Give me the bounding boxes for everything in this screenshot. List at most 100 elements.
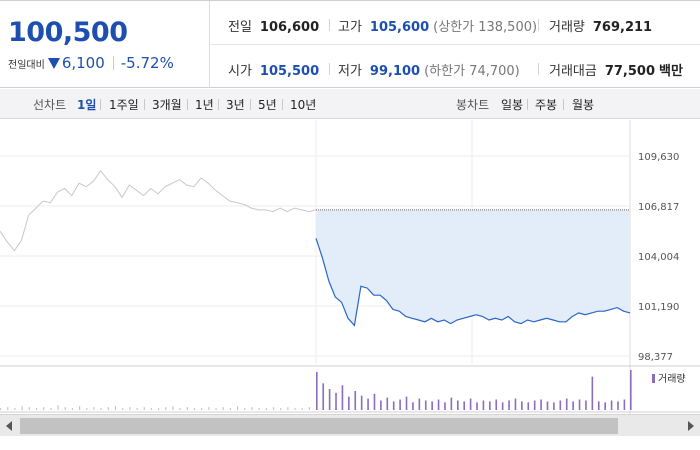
- volume-bar-prev: [265, 408, 267, 410]
- volume-bar-prev: [165, 407, 167, 410]
- tab-1d[interactable]: 1일: [77, 98, 97, 112]
- low: 저가 99,100 (하한가 74,700): [338, 60, 520, 79]
- volume-bar-prev: [43, 407, 45, 410]
- volume-bar-prev: [50, 408, 52, 410]
- volume-bar-today: [540, 399, 542, 410]
- volume-bar-today: [597, 401, 600, 410]
- divider: [329, 19, 330, 31]
- volume-bar-prev: [122, 408, 124, 410]
- divider: [218, 99, 219, 110]
- upper-limit: (상한가 138,500): [433, 20, 538, 35]
- volume-bar-today: [316, 371, 318, 410]
- divider: [563, 99, 564, 110]
- volume-bar-today: [469, 398, 472, 410]
- volume-bar-prev: [150, 408, 153, 410]
- candle-chart-title: 봉차트: [456, 98, 490, 112]
- volume-bar-today: [521, 401, 523, 410]
- divider: [250, 99, 251, 110]
- tab-3m[interactable]: 3개월: [152, 98, 182, 112]
- tab-10y[interactable]: 10년: [290, 98, 317, 112]
- volume-bar-today: [533, 400, 536, 410]
- volume-bar-today: [399, 399, 401, 410]
- tab-monthly-candle[interactable]: 월봉: [572, 98, 595, 112]
- prev-close-value: 106,600: [259, 20, 320, 35]
- volume-bar-today: [489, 401, 491, 410]
- volume-bar-today: [630, 370, 632, 410]
- volume-bar-today: [335, 392, 337, 410]
- volume-bar-today: [367, 398, 369, 410]
- tab-1y[interactable]: 1년: [195, 98, 214, 112]
- scroll-left-arrow-icon[interactable]: [6, 421, 12, 431]
- prev-close-label: 전일: [228, 20, 252, 35]
- change-row: 전일대비 6,100 -5.72%: [8, 54, 174, 72]
- trade-amount-value: 77,500: [604, 64, 656, 79]
- high-value: 105,600: [369, 20, 430, 35]
- divider: [329, 63, 330, 75]
- volume-bar-today: [412, 402, 414, 410]
- volume-bar-today: [604, 402, 606, 410]
- volume-bar-prev: [0, 408, 2, 410]
- volume-bar-prev: [301, 408, 303, 410]
- volume-bar-prev: [35, 408, 38, 410]
- volume-bar-prev: [229, 408, 232, 410]
- tab-5y[interactable]: 5년: [258, 98, 277, 112]
- scroll-thumb[interactable]: [20, 418, 618, 434]
- volume-bar-today: [572, 401, 574, 410]
- chart-scrollbar[interactable]: [0, 414, 700, 436]
- volume-bar-prev: [222, 407, 224, 410]
- tab-daily-candle[interactable]: 일봉: [501, 98, 524, 112]
- volume-bar-prev: [172, 406, 174, 410]
- volume-bar-prev: [143, 407, 145, 410]
- volume-bar-prev: [158, 408, 160, 410]
- series-today-line: [315, 238, 631, 327]
- volume-bar-prev: [287, 407, 289, 410]
- volume-bar-prev: [208, 407, 210, 410]
- divider: [282, 99, 283, 110]
- volume-legend-label: 거래량: [658, 373, 686, 385]
- volume-bar-today: [405, 396, 408, 410]
- volume-bar-today: [328, 389, 331, 410]
- divider: [538, 19, 539, 31]
- tab-1w[interactable]: 1주일: [109, 98, 139, 112]
- volume-bar-today: [610, 400, 613, 410]
- volume-bar-prev: [79, 406, 81, 410]
- divider: [187, 99, 188, 110]
- lower-limit: (하한가 74,700): [424, 64, 520, 79]
- prev-close: 전일 106,600: [228, 16, 319, 35]
- change-value: 6,100: [61, 54, 105, 72]
- volume-bar-today: [418, 398, 421, 410]
- volume-bar-prev: [251, 407, 253, 410]
- y-tick-label: 98,377: [638, 352, 673, 363]
- tab-3y[interactable]: 3년: [226, 98, 245, 112]
- line-chart-title: 선차트: [33, 98, 67, 112]
- volume-bar-prev: [193, 408, 196, 410]
- volume-bar-today: [565, 398, 568, 410]
- volume-bar-prev: [294, 408, 296, 410]
- volume-value: 769,211: [592, 20, 653, 35]
- volume-bar-prev: [258, 408, 260, 410]
- volume-bar-today: [360, 395, 363, 410]
- series-prev-day-line: [0, 169, 317, 252]
- trade-amount-unit: 백만: [659, 64, 683, 79]
- volume-bar-today: [482, 400, 485, 410]
- divider: [527, 99, 528, 110]
- scroll-right-arrow-icon[interactable]: [688, 421, 694, 431]
- volume-bar-today: [437, 399, 440, 410]
- current-price: 100,500: [8, 17, 128, 48]
- volume-bar-prev: [64, 407, 66, 410]
- volume-bar-today: [585, 400, 587, 410]
- volume-bar-today: [354, 390, 357, 410]
- volume-bar-prev: [136, 408, 138, 410]
- tab-weekly-candle[interactable]: 주봉: [535, 98, 558, 112]
- volume-bar-prev: [14, 408, 16, 410]
- volume-bar-prev: [186, 407, 188, 410]
- volume-bar-prev: [129, 407, 131, 410]
- change-percent: -5.72%: [120, 54, 174, 72]
- volume-bar-prev: [308, 407, 311, 410]
- volume-bar-prev: [215, 408, 217, 410]
- divider: [211, 44, 700, 45]
- volume-bar-today: [591, 376, 594, 410]
- y-tick-label: 106,817: [638, 202, 679, 213]
- volume-bar-prev: [107, 407, 109, 410]
- volume-bar-today: [501, 402, 504, 410]
